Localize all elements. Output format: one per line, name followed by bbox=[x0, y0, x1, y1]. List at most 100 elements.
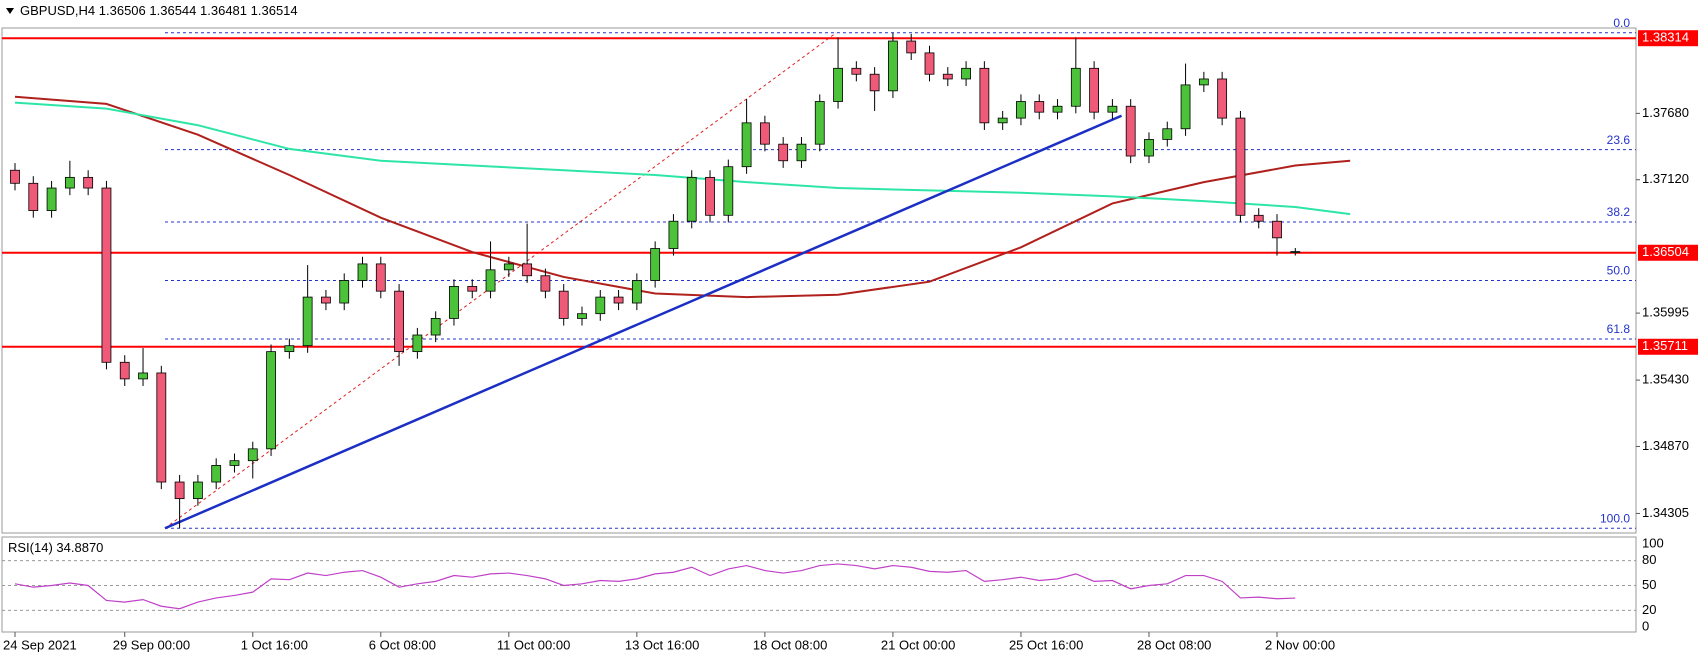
moving-average bbox=[14, 101, 1351, 216]
main-panel bbox=[1, 27, 1637, 534]
candle-body bbox=[631, 280, 642, 304]
candle-body bbox=[1217, 78, 1228, 119]
candle-body bbox=[339, 280, 350, 304]
candle-body bbox=[558, 290, 569, 319]
chart-header: GBPUSD,H4 1.36506 1.36544 1.36481 1.3651… bbox=[20, 3, 298, 18]
candle-body bbox=[1070, 67, 1081, 107]
candle-body bbox=[997, 117, 1008, 124]
fib-level-label: 23.6 bbox=[1607, 133, 1631, 147]
candle-body bbox=[467, 286, 478, 292]
y-tick-label: 1.35430 bbox=[1642, 372, 1689, 387]
candle-body bbox=[211, 465, 222, 483]
x-tick-label: 29 Sep 00:00 bbox=[113, 637, 190, 652]
rsi-tick-label: 100 bbox=[1642, 535, 1664, 550]
candle-body bbox=[778, 143, 789, 162]
x-tick-label: 13 Oct 16:00 bbox=[625, 637, 699, 652]
fib-level-label: 50.0 bbox=[1607, 264, 1631, 278]
candle-body bbox=[485, 269, 496, 292]
candle-body bbox=[1272, 220, 1282, 239]
candle-body bbox=[814, 101, 825, 145]
candle-body bbox=[302, 296, 313, 347]
candle-body bbox=[28, 182, 39, 211]
rsi-last: 34.8870 bbox=[56, 540, 103, 555]
moving-average bbox=[14, 95, 1351, 299]
candle-body bbox=[979, 67, 990, 124]
level-label: 1.36504 bbox=[1642, 244, 1689, 259]
candle-body bbox=[595, 296, 606, 315]
candle-body bbox=[119, 361, 130, 380]
candle-body bbox=[851, 67, 862, 75]
candle-body bbox=[174, 481, 185, 500]
candle-body bbox=[46, 187, 57, 211]
candle-body bbox=[101, 187, 112, 363]
candle-body bbox=[357, 263, 368, 281]
rsi-tick-label: 0 bbox=[1642, 618, 1649, 633]
candle-body bbox=[503, 263, 514, 271]
candle-body bbox=[10, 169, 20, 184]
candle-body bbox=[1052, 105, 1063, 113]
x-tick-label: 6 Oct 08:00 bbox=[369, 637, 436, 652]
fib-level-label: 61.8 bbox=[1607, 322, 1631, 336]
candle-body bbox=[942, 73, 953, 80]
candle-body bbox=[412, 334, 423, 353]
candle-body bbox=[64, 176, 75, 189]
level-box bbox=[1638, 338, 1698, 355]
candle-body bbox=[522, 263, 533, 277]
candle-body bbox=[650, 248, 661, 281]
rsi-tick-label: 20 bbox=[1642, 602, 1656, 617]
candle-body bbox=[1034, 101, 1045, 113]
candle-body bbox=[540, 275, 551, 292]
x-tick-label: 24 Sep 2021 bbox=[3, 637, 77, 652]
candle-body bbox=[394, 290, 404, 353]
fib-level-label: 38.2 bbox=[1607, 205, 1631, 219]
x-tick-label: 1 Oct 16:00 bbox=[241, 637, 308, 652]
candle-body bbox=[1107, 105, 1118, 113]
candle-body bbox=[613, 296, 624, 304]
y-tick-label: 1.37120 bbox=[1642, 171, 1689, 186]
candle-body bbox=[888, 40, 898, 92]
symbol: GBPUSD,H4 bbox=[20, 3, 95, 18]
candle-body bbox=[686, 176, 697, 222]
high-price: 1.36544 bbox=[149, 3, 196, 18]
candle-body bbox=[229, 460, 240, 466]
candle-body bbox=[83, 176, 94, 189]
candle-body bbox=[906, 40, 917, 54]
level-label: 1.38314 bbox=[1642, 30, 1689, 45]
y-tick-label: 1.34305 bbox=[1642, 505, 1689, 520]
x-tick-label: 21 Oct 00:00 bbox=[881, 637, 955, 652]
candle-body bbox=[430, 318, 441, 336]
candle-body bbox=[1162, 128, 1173, 140]
candle-body bbox=[1016, 101, 1026, 119]
trend-line bbox=[164, 114, 1123, 530]
candle-body bbox=[321, 296, 331, 304]
candle-body bbox=[705, 176, 715, 216]
candle-body bbox=[1253, 214, 1264, 222]
candle-body bbox=[156, 372, 167, 483]
close-price: 1.36514 bbox=[251, 3, 298, 18]
candle-body bbox=[833, 67, 843, 102]
fib-level-label: 100.0 bbox=[1600, 511, 1630, 525]
rsi-panel bbox=[1, 536, 1637, 633]
rsi-tick-label: 80 bbox=[1642, 552, 1656, 567]
candle-body bbox=[1125, 105, 1136, 157]
rsi-header: RSI(14) 34.8870 bbox=[8, 540, 103, 555]
candle-body bbox=[284, 345, 295, 353]
x-tick-label: 2 Nov 00:00 bbox=[1265, 637, 1335, 652]
rsi-title: RSI(14) bbox=[8, 540, 53, 555]
y-tick-label: 1.37680 bbox=[1642, 105, 1689, 120]
y-tick-label: 1.34870 bbox=[1642, 438, 1689, 453]
x-tick-label: 28 Oct 08:00 bbox=[1137, 637, 1211, 652]
candle-body bbox=[741, 122, 752, 168]
open-price: 1.36506 bbox=[99, 3, 146, 18]
level-box bbox=[1638, 244, 1698, 261]
level-label: 1.35711 bbox=[1642, 338, 1688, 353]
low-price: 1.36481 bbox=[200, 3, 247, 18]
candle-body bbox=[1180, 84, 1191, 130]
candle-body bbox=[1290, 251, 1301, 253]
candle-body bbox=[577, 313, 587, 319]
candle-body bbox=[449, 286, 459, 319]
x-tick-label: 11 Oct 00:00 bbox=[497, 637, 570, 652]
menu-icon[interactable] bbox=[6, 8, 14, 14]
